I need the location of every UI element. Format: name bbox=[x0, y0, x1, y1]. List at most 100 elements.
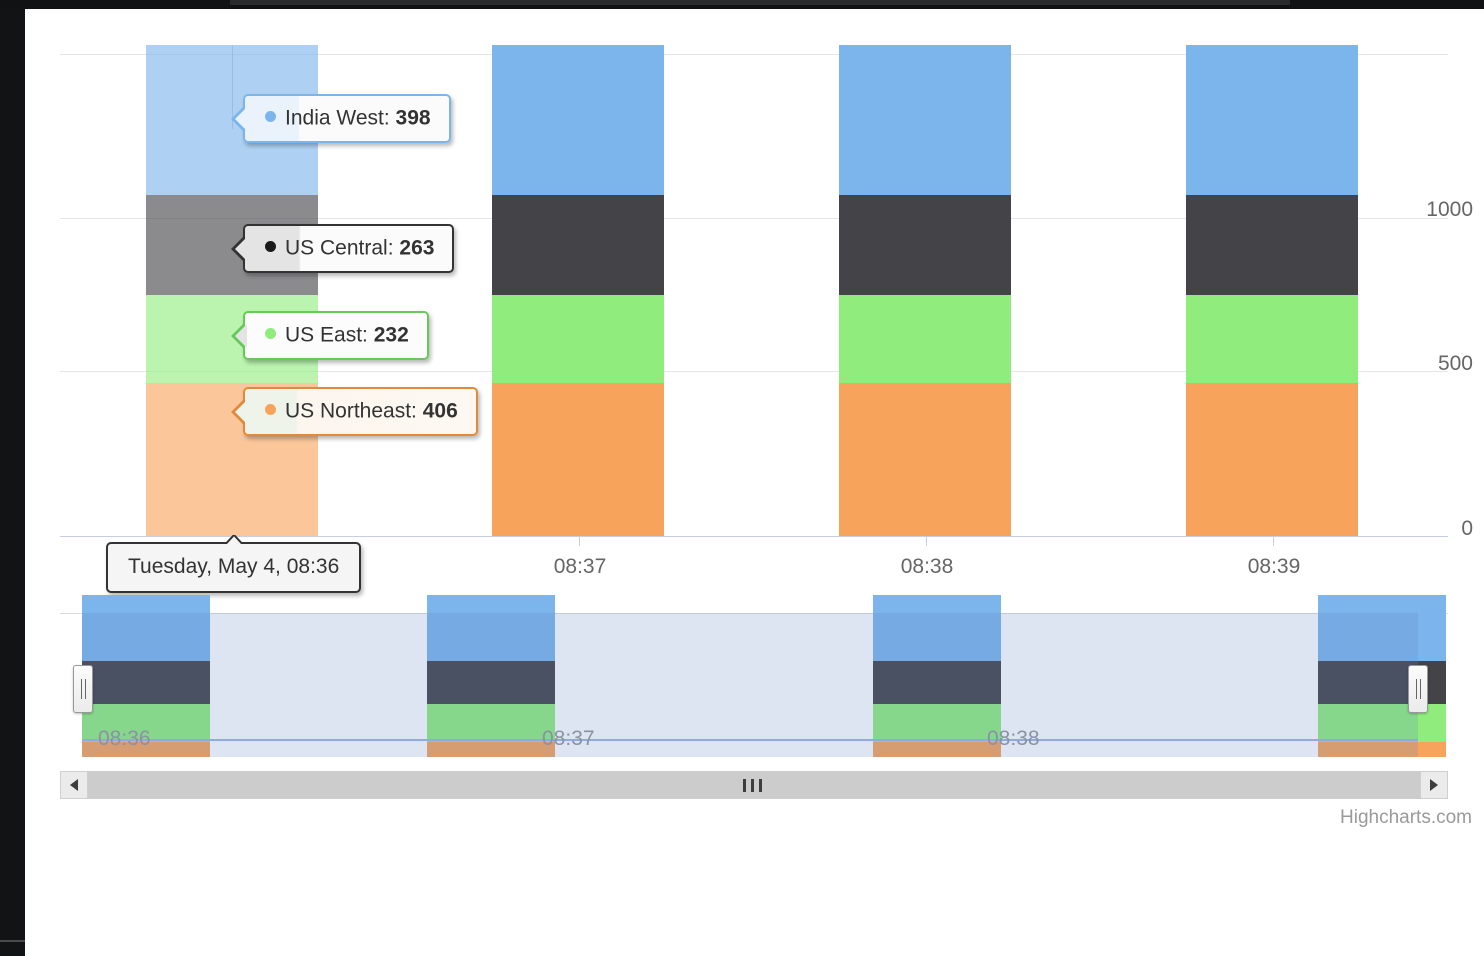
tooltip-india-west: India West: 398 bbox=[231, 94, 451, 144]
segment-us-east[interactable] bbox=[1186, 295, 1358, 383]
segment-us-northeast[interactable] bbox=[839, 383, 1011, 536]
highcharts-credits[interactable]: Highcharts.com bbox=[1340, 807, 1472, 828]
segment-india-west[interactable] bbox=[839, 45, 1011, 195]
tooltip-arrow bbox=[235, 323, 247, 348]
window-left-edge bbox=[0, 0, 25, 956]
navigator-segment-us-northeast bbox=[1318, 742, 1446, 757]
navigator-label-0836: 08:36 bbox=[98, 727, 151, 750]
scrollbar-grip-line bbox=[743, 779, 746, 792]
tooltip-label: US Northeast: bbox=[285, 399, 417, 423]
navigator-segment-us-northeast bbox=[427, 742, 555, 757]
navigator-segment-india-west bbox=[427, 595, 555, 661]
navigator-segment-india-west bbox=[1318, 595, 1446, 661]
window-top-bar-inner bbox=[230, 0, 1290, 5]
gridline-500 bbox=[60, 371, 1448, 372]
scrollbar-button-left[interactable] bbox=[60, 771, 88, 799]
segment-us-central[interactable] bbox=[839, 195, 1011, 295]
chevron-left-icon bbox=[70, 779, 78, 791]
gridline-750 bbox=[60, 218, 1448, 219]
scrollbar-track[interactable] bbox=[60, 771, 1448, 799]
navigator-segment-us-northeast bbox=[82, 742, 210, 757]
segment-india-west[interactable] bbox=[492, 45, 664, 195]
navigator-label-0837: 08:37 bbox=[542, 727, 595, 750]
navigator-label-0838: 08:38 bbox=[987, 727, 1040, 750]
segment-us-east[interactable] bbox=[492, 295, 664, 383]
navigator-series bbox=[60, 595, 1448, 757]
window-top-bar bbox=[0, 0, 1484, 9]
segment-us-northeast[interactable] bbox=[1186, 383, 1358, 536]
y-axis-label-0: 0 bbox=[1461, 517, 1473, 540]
gridline-1000 bbox=[60, 54, 1448, 55]
navigator-segment-us-central bbox=[427, 661, 555, 704]
navigator-segment-india-west bbox=[873, 595, 1001, 661]
handle-grip-line bbox=[81, 679, 82, 699]
scrollbar-button-right[interactable] bbox=[1420, 771, 1448, 799]
tooltip-arrow bbox=[235, 106, 247, 131]
navigator-segment-us-east bbox=[427, 704, 555, 742]
segment-us-northeast[interactable] bbox=[492, 383, 664, 536]
segment-us-east[interactable] bbox=[839, 295, 1011, 383]
tooltip-us-northeast: US Northeast: 406 bbox=[231, 387, 478, 437]
tooltip-label: India West: bbox=[285, 106, 390, 130]
axis-line-zero bbox=[60, 536, 1448, 537]
x-axis-tick-0839 bbox=[1273, 537, 1274, 546]
column-0838[interactable] bbox=[839, 45, 1011, 536]
navigator-segment-us-east bbox=[82, 704, 210, 742]
navigator-segment-us-central bbox=[873, 661, 1001, 704]
scrollbar-grip[interactable] bbox=[743, 779, 765, 792]
column-0839[interactable] bbox=[1186, 45, 1358, 536]
column-0837[interactable] bbox=[492, 45, 664, 536]
navigator-segment-us-central bbox=[82, 661, 210, 704]
scrollbar-grip-line bbox=[759, 779, 762, 792]
x-axis-label-0837: 08:37 bbox=[553, 555, 607, 578]
navigator[interactable]: 08:36 08:37 08:38 bbox=[60, 595, 1448, 758]
tooltip-date-text: Tuesday, May 4, 08:36 bbox=[128, 555, 340, 578]
tooltip-date: Tuesday, May 4, 08:36 bbox=[106, 533, 362, 593]
tooltip-us-central: US Central: 263 bbox=[231, 224, 455, 274]
tooltip-us-east: US East: 232 bbox=[231, 311, 429, 361]
plot-area[interactable] bbox=[60, 45, 1448, 537]
navigator-column-1 bbox=[427, 595, 555, 757]
handle-grip-line bbox=[85, 679, 86, 699]
x-axis-tick-0837 bbox=[579, 537, 580, 546]
tooltip-value: 263 bbox=[399, 236, 435, 260]
tooltip-value: 398 bbox=[395, 106, 431, 130]
x-axis-label-0838: 08:38 bbox=[900, 555, 954, 578]
handle-grip-line bbox=[1420, 679, 1421, 699]
x-axis-tick-0838 bbox=[926, 537, 927, 546]
series-dot-india-west bbox=[265, 110, 276, 122]
navigator-mask[interactable] bbox=[82, 613, 1418, 757]
highcharts-container[interactable]: 1000 500 0 08:36 08:37 08:38 08:39 India… bbox=[25, 9, 1484, 956]
segment-india-west[interactable] bbox=[1186, 45, 1358, 195]
tooltip-label: US East: bbox=[285, 323, 368, 347]
segment-us-central[interactable] bbox=[1186, 195, 1358, 295]
navigator-outline bbox=[60, 613, 1448, 614]
scrollbar[interactable] bbox=[60, 771, 1448, 799]
series-dot-us-east bbox=[265, 327, 276, 339]
series-dot-us-central bbox=[265, 240, 276, 252]
navigator-column-0 bbox=[82, 595, 210, 757]
series-dot-us-northeast bbox=[265, 403, 276, 415]
navigator-baseline bbox=[82, 739, 1418, 741]
handle-grip-line bbox=[1416, 679, 1417, 699]
segment-us-central[interactable] bbox=[492, 195, 664, 295]
tooltip-label: US Central: bbox=[285, 236, 394, 260]
tooltip-value: 406 bbox=[422, 399, 458, 423]
tooltip-value: 232 bbox=[373, 323, 409, 347]
navigator-segment-india-west bbox=[82, 595, 210, 661]
chevron-right-icon bbox=[1430, 779, 1438, 791]
tooltip-arrow-up-shape bbox=[223, 533, 244, 544]
navigator-segment-us-northeast bbox=[873, 742, 1001, 757]
scrollbar-grip-line bbox=[751, 779, 754, 792]
navigator-segment-us-east bbox=[873, 704, 1001, 742]
navigator-column-2 bbox=[873, 595, 1001, 757]
navigator-handle-left[interactable] bbox=[73, 665, 93, 713]
tooltip-arrow bbox=[235, 236, 247, 261]
tooltip-arrow bbox=[235, 399, 247, 424]
window-left-edge-line bbox=[0, 940, 25, 942]
y-axis-label-500: 500 bbox=[1437, 352, 1473, 375]
y-axis-label-1000: 1000 bbox=[1426, 198, 1473, 221]
navigator-handle-right[interactable] bbox=[1408, 665, 1428, 713]
x-axis-label-0839: 08:39 bbox=[1247, 555, 1301, 578]
